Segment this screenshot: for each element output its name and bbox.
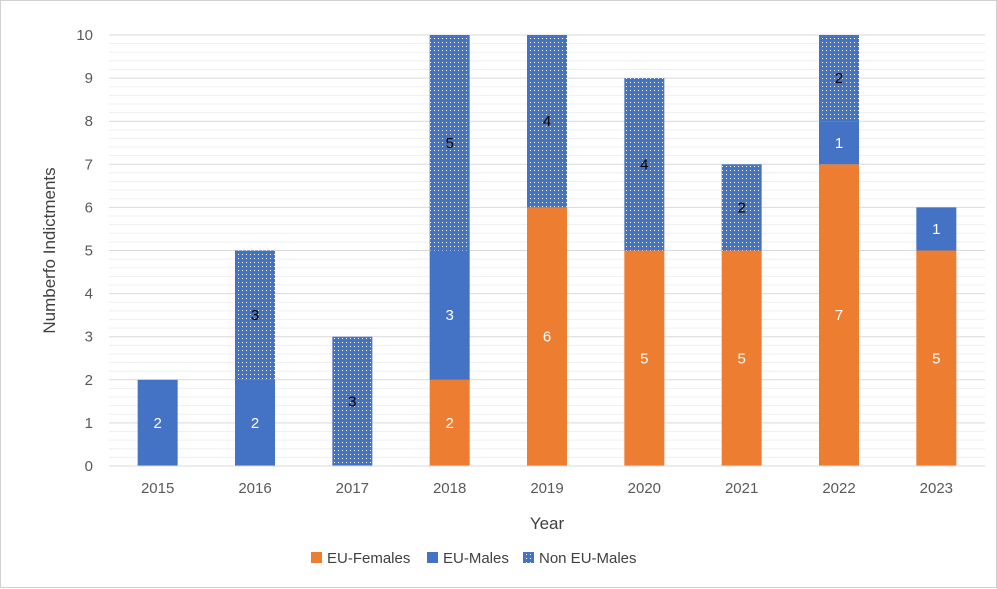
x-tick-label: 2019: [530, 480, 563, 497]
bar-eu-males: [819, 121, 859, 165]
data-label: 5: [737, 350, 745, 367]
y-tick-label: 7: [85, 156, 93, 173]
data-label: 2: [445, 415, 453, 432]
data-label: 5: [932, 350, 940, 367]
bar-non-eu-males: [527, 35, 567, 208]
data-label: 4: [640, 156, 648, 173]
y-tick-label: 5: [85, 243, 93, 260]
x-tick-label: 2021: [725, 480, 758, 497]
y-tick-label: 6: [85, 199, 93, 216]
y-tick-label: 9: [85, 70, 93, 87]
legend-swatch-eu-females: [311, 552, 322, 563]
bar-non-eu-males: [235, 250, 275, 380]
bar-non-eu-males: [721, 164, 762, 251]
data-label: 2: [251, 415, 259, 432]
y-axis-ticks: 0 1 2 3 4 5 6 7 8 9 10: [76, 27, 93, 475]
bar-non-eu-males: [429, 35, 470, 251]
data-label: 5: [445, 135, 453, 152]
bar-eu-males: [137, 379, 178, 466]
data-label: 2: [835, 70, 843, 87]
y-tick-label: 10: [76, 27, 93, 44]
y-tick-label: 8: [85, 113, 93, 130]
x-tick-label: 2016: [238, 480, 271, 497]
data-label: 3: [348, 393, 356, 410]
legend-swatch-non-eu-males: [523, 552, 534, 563]
data-label: 6: [543, 329, 551, 346]
x-tick-label: 2017: [336, 480, 369, 497]
data-label: 7: [835, 307, 843, 324]
x-tick-label: 2022: [822, 480, 855, 497]
bar-eu-females: [527, 207, 567, 466]
legend-label-non-eu-males: Non EU-Males: [539, 550, 637, 567]
data-label: 4: [543, 113, 551, 130]
bar-eu-males: [235, 379, 275, 466]
data-label: 1: [835, 135, 843, 152]
data-label: 2: [153, 415, 161, 432]
bar-non-eu-males: [819, 35, 859, 122]
x-tick-label: 2023: [920, 480, 953, 497]
bar-non-eu-males: [332, 336, 373, 466]
y-tick-label: 1: [85, 415, 93, 432]
bar-eu-females: [819, 164, 859, 467]
bar-eu-males: [916, 207, 957, 251]
x-axis-title: Year: [530, 514, 565, 533]
x-tick-label: 2020: [628, 480, 661, 497]
bar-eu-females: [721, 250, 762, 466]
data-label: 3: [445, 307, 453, 324]
data-label: 1: [932, 221, 940, 238]
x-tick-label: 2015: [141, 480, 174, 497]
legend-label-eu-males: EU-Males: [443, 550, 509, 567]
y-tick-label: 2: [85, 372, 93, 389]
bar-non-eu-males: [624, 78, 665, 251]
x-tick-label: 2018: [433, 480, 466, 497]
y-tick-label: 0: [85, 458, 93, 475]
legend-label-eu-females: EU-Females: [327, 550, 410, 567]
legend-swatch-eu-males: [427, 552, 438, 563]
y-tick-label: 3: [85, 329, 93, 346]
bar-eu-females: [624, 250, 665, 466]
bar-eu-females: [916, 250, 957, 466]
y-axis-title: Numberfo Indictments: [40, 167, 59, 333]
data-label: 5: [640, 350, 648, 367]
x-axis-ticks: 2015 2016 2017 2018 2019 2020 2021 2022 2023: [141, 480, 953, 497]
data-label: 3: [251, 307, 259, 324]
bar-eu-females: [429, 379, 470, 466]
bars: [137, 35, 957, 467]
y-tick-label: 4: [85, 286, 93, 303]
data-label: 2: [737, 199, 745, 216]
legend: EU-Females EU-Males Non EU-Males: [311, 550, 637, 567]
bar-eu-males: [429, 250, 470, 380]
